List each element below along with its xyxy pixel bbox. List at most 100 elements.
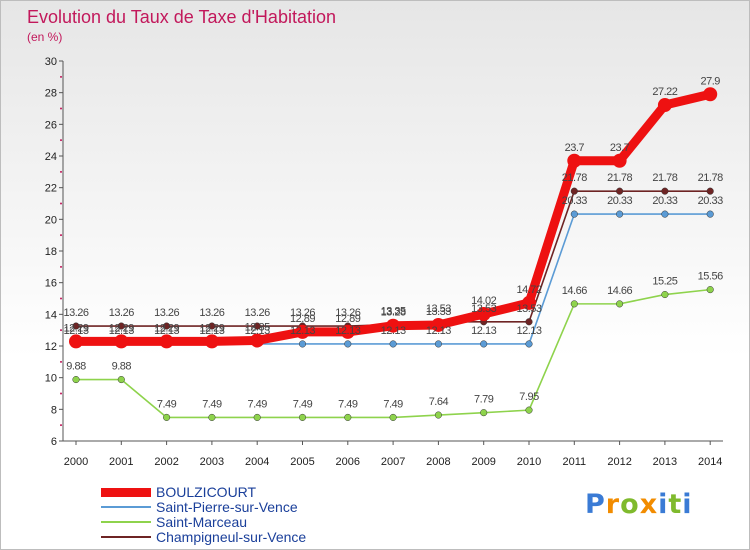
data-point-saint-marceau: [389, 413, 397, 421]
data-point-boulzicourt: [431, 317, 446, 332]
y-minor-tick: [60, 329, 62, 332]
data-point-saint-marceau: [661, 290, 669, 299]
data-point-saint-marceau: [570, 300, 578, 308]
y-minor-tick: [60, 424, 62, 427]
x-tick-label: 2009: [471, 456, 495, 468]
x-tick-label: 2005: [290, 456, 314, 468]
data-label-champigneul-sur-vence: 13.26: [245, 307, 270, 319]
chart-subtitle: (en %): [27, 30, 63, 44]
data-label-champigneul-sur-vence: 13.26: [290, 307, 315, 319]
data-point-boulzicourt: [386, 318, 401, 333]
data-point-saint-pierre-sur-vence: [298, 340, 307, 348]
x-tick-label: 2012: [607, 456, 631, 468]
data-label-boulzicourt: 13.33: [426, 306, 451, 318]
data-label-saint-pierre-sur-vence: 12.13: [154, 325, 179, 337]
x-tick-label: 2000: [64, 456, 88, 468]
proxiti-logo: Proxiti: [585, 489, 693, 520]
data-point-saint-pierre-sur-vence: [706, 210, 714, 218]
data-label-boulzicourt: 12.35: [245, 321, 270, 333]
logo-letter: o: [620, 489, 640, 520]
data-label-saint-marceau: 14.66: [562, 285, 587, 297]
data-label-saint-pierre-sur-vence: 12.13: [381, 325, 406, 337]
legend-label: Saint-Marceau: [156, 514, 248, 530]
legend-item-saint-marceau: Saint-Marceau: [101, 515, 401, 530]
data-label-saint-marceau: 7.49: [383, 398, 403, 410]
legend-swatch: [101, 521, 151, 523]
data-point-champigneul-sur-vence: [253, 322, 261, 330]
data-point-saint-marceau: [525, 406, 533, 414]
data-label-saint-marceau: 7.49: [247, 398, 267, 410]
data-label-champigneul-sur-vence: 13.26: [109, 307, 134, 319]
legend-label: Saint-Pierre-sur-Vence: [156, 499, 298, 515]
data-label-saint-marceau: 9.88: [112, 361, 132, 373]
logo-letter: P: [585, 489, 606, 520]
data-point-boulzicourt: [250, 333, 265, 348]
y-minor-tick: [60, 265, 62, 268]
legend-label: BOULZICOURT: [156, 484, 257, 500]
legend-item-champigneul-sur-vence: Champigneul-sur-Vence: [101, 530, 401, 545]
data-label-boulzicourt: 12.89: [290, 313, 315, 325]
data-label-saint-marceau: 7.49: [338, 398, 358, 410]
x-tick-label: 2008: [426, 456, 450, 468]
data-label-saint-marceau: 7.64: [429, 396, 449, 408]
data-point-saint-marceau: [208, 413, 216, 421]
data-label-boulzicourt: 12.89: [335, 313, 360, 325]
data-point-saint-pierre-sur-vence: [661, 210, 669, 218]
data-point-saint-marceau: [117, 376, 125, 384]
data-point-champigneul-sur-vence: [570, 187, 578, 195]
y-tick-label: 14: [45, 309, 57, 321]
data-point-boulzicourt: [657, 98, 672, 113]
legend-swatch: [101, 487, 151, 497]
logo-letter: i: [682, 489, 693, 520]
y-minor-tick: [60, 202, 62, 205]
data-label-boulzicourt: 12.29: [199, 322, 224, 334]
chart-axes: 6 8 10 12 14 16 18 20 22 24 26 28 30 2000 2001 2002 2003…: [45, 56, 723, 468]
x-tick-label: 2003: [200, 456, 224, 468]
data-label-saint-marceau: 9.88: [66, 361, 86, 373]
data-point-saint-pierre-sur-vence: [389, 340, 397, 348]
data-label-saint-marceau: 7.79: [474, 394, 494, 406]
data-point-saint-marceau: [163, 413, 171, 421]
data-point-champigneul-sur-vence: [661, 187, 669, 195]
data-label-boulzicourt: 27.9: [700, 75, 720, 87]
data-label-champigneul-sur-vence: 13.53: [516, 303, 541, 315]
data-label-saint-marceau: 7.49: [202, 398, 222, 410]
data-point-saint-pierre-sur-vence: [344, 340, 352, 348]
x-tick-label: 2014: [698, 456, 722, 468]
data-point-champigneul-sur-vence: [616, 187, 624, 195]
data-point-boulzicourt: [567, 153, 582, 168]
y-tick-label: 22: [45, 183, 57, 195]
data-label-boulzicourt: 12.29: [154, 322, 179, 334]
data-point-saint-marceau: [72, 376, 80, 384]
data-label-saint-pierre-sur-vence: 12.13: [245, 325, 270, 337]
data-point-boulzicourt: [114, 334, 129, 349]
y-tick-label: 18: [45, 246, 57, 258]
data-point-champigneul-sur-vence: [525, 318, 533, 326]
data-label-champigneul-sur-vence: 13.35: [381, 306, 406, 318]
x-tick-label: 2007: [381, 456, 405, 468]
data-point-champigneul-sur-vence: [163, 322, 171, 330]
data-label-saint-marceau: 14.66: [607, 285, 632, 297]
data-point-boulzicourt: [340, 324, 355, 339]
y-minor-tick: [60, 139, 62, 142]
data-point-boulzicourt: [159, 334, 174, 349]
data-point-saint-marceau: [344, 413, 352, 421]
y-tick-label: 16: [45, 278, 57, 290]
x-tick-label: 2002: [154, 456, 178, 468]
data-label-champigneul-sur-vence: 21.78: [652, 172, 677, 184]
y-minor-tick: [60, 297, 62, 300]
y-tick-label: 8: [51, 404, 57, 416]
data-label-boulzicourt: 12.29: [109, 322, 134, 334]
data-point-champigneul-sur-vence: [72, 322, 80, 330]
data-labels-layer: 13.26 13.26 13.26 13.26 13.26 13.26 13.26 13.35…: [63, 75, 723, 410]
x-tick-label: 2004: [245, 456, 269, 468]
data-label-saint-pierre-sur-vence: 12.13: [63, 325, 88, 337]
data-label-saint-pierre-sur-vence: 12.13: [426, 325, 451, 337]
data-label-saint-pierre-sur-vence: 12.13: [290, 325, 315, 337]
data-label-champigneul-sur-vence: 13.26: [335, 307, 360, 319]
data-point-boulzicourt: [204, 334, 219, 349]
data-point-champigneul-sur-vence: [706, 187, 714, 195]
data-label-saint-pierre-sur-vence: 12.13: [471, 325, 496, 337]
